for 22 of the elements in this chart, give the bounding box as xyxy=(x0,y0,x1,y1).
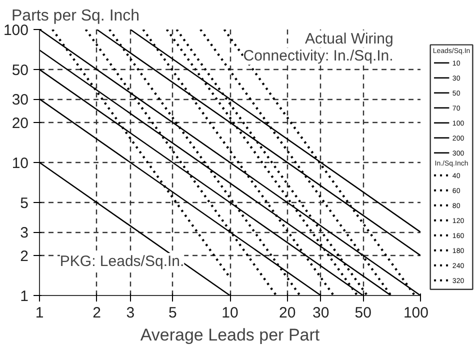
annotation: PKG: Leads/Sq.In. xyxy=(60,253,184,270)
x-tick-label: 3 xyxy=(126,304,135,322)
y-tick-label: 50 xyxy=(12,62,29,80)
y-tick-label: 5 xyxy=(20,195,28,212)
y-tick-label: 2 xyxy=(20,248,28,265)
x-tick-label: 2 xyxy=(92,304,102,322)
y-tick-label: 20 xyxy=(12,114,29,132)
x-axis-title: Average Leads per Part xyxy=(140,326,320,344)
y-tick-label: 1 xyxy=(20,288,28,305)
y-tick-label: 10 xyxy=(12,155,29,172)
x-tick-label: 30 xyxy=(312,304,330,322)
x-tick-label: 1 xyxy=(35,304,44,322)
x-tick-label: 100 xyxy=(403,304,429,322)
x-tick-label: 50 xyxy=(354,304,372,322)
annotation: Actual Wiring Connectivity: In./Sq.In. xyxy=(243,30,394,65)
x-tick-label: 20 xyxy=(279,304,296,322)
y-tick-label: 100 xyxy=(3,22,29,39)
x-tick-label: 10 xyxy=(222,304,238,322)
x-tick-label: 5 xyxy=(168,304,177,322)
y-tick-label: 3 xyxy=(20,224,28,242)
y-tick-label: 30 xyxy=(12,92,29,109)
y-axis-title: Parts per Sq. Inch xyxy=(12,8,140,24)
